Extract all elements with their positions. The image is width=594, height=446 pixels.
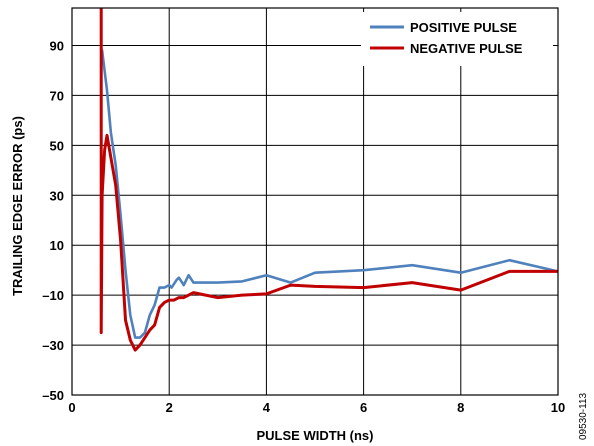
x-tick-label: 4 [263, 400, 271, 415]
x-tick-label: 6 [360, 400, 367, 415]
legend-background [361, 12, 553, 66]
y-tick-label: 50 [50, 138, 64, 153]
figure-id: 09530-113 [578, 392, 589, 440]
y-tick-labels: –50 –30 –10 10 30 50 70 90 [42, 38, 64, 403]
plot-frame [71, 7, 559, 396]
x-tick-label: 0 [68, 400, 75, 415]
x-tick-labels: 0 2 4 6 8 10 [68, 400, 565, 415]
x-tick-label: 8 [457, 400, 464, 415]
series-line-negative-pulse [99, 8, 558, 352]
y-tick-label: 90 [50, 38, 64, 53]
y-tick-label: 30 [50, 188, 64, 203]
legend-label-positive: POSITIVE PULSE [410, 20, 517, 35]
y-tick-label: –10 [42, 288, 64, 303]
y-tick-label: –30 [42, 338, 64, 353]
x-axis-title: PULSE WIDTH (ns) [257, 428, 374, 443]
y-tick-label: 70 [50, 88, 64, 103]
legend-label-negative: NEGATIVE PULSE [410, 41, 523, 56]
x-tick-label: 10 [551, 400, 565, 415]
y-axis-title: TRAILING EDGE ERROR (ps) [10, 116, 25, 296]
legend: POSITIVE PULSE NEGATIVE PULSE [361, 12, 553, 66]
series-lines [99, 8, 558, 352]
y-tick-label: –50 [42, 388, 64, 403]
x-tick-label: 2 [166, 400, 173, 415]
y-tick-label: 10 [50, 238, 64, 253]
series-line-positive-pulse [100, 49, 558, 339]
